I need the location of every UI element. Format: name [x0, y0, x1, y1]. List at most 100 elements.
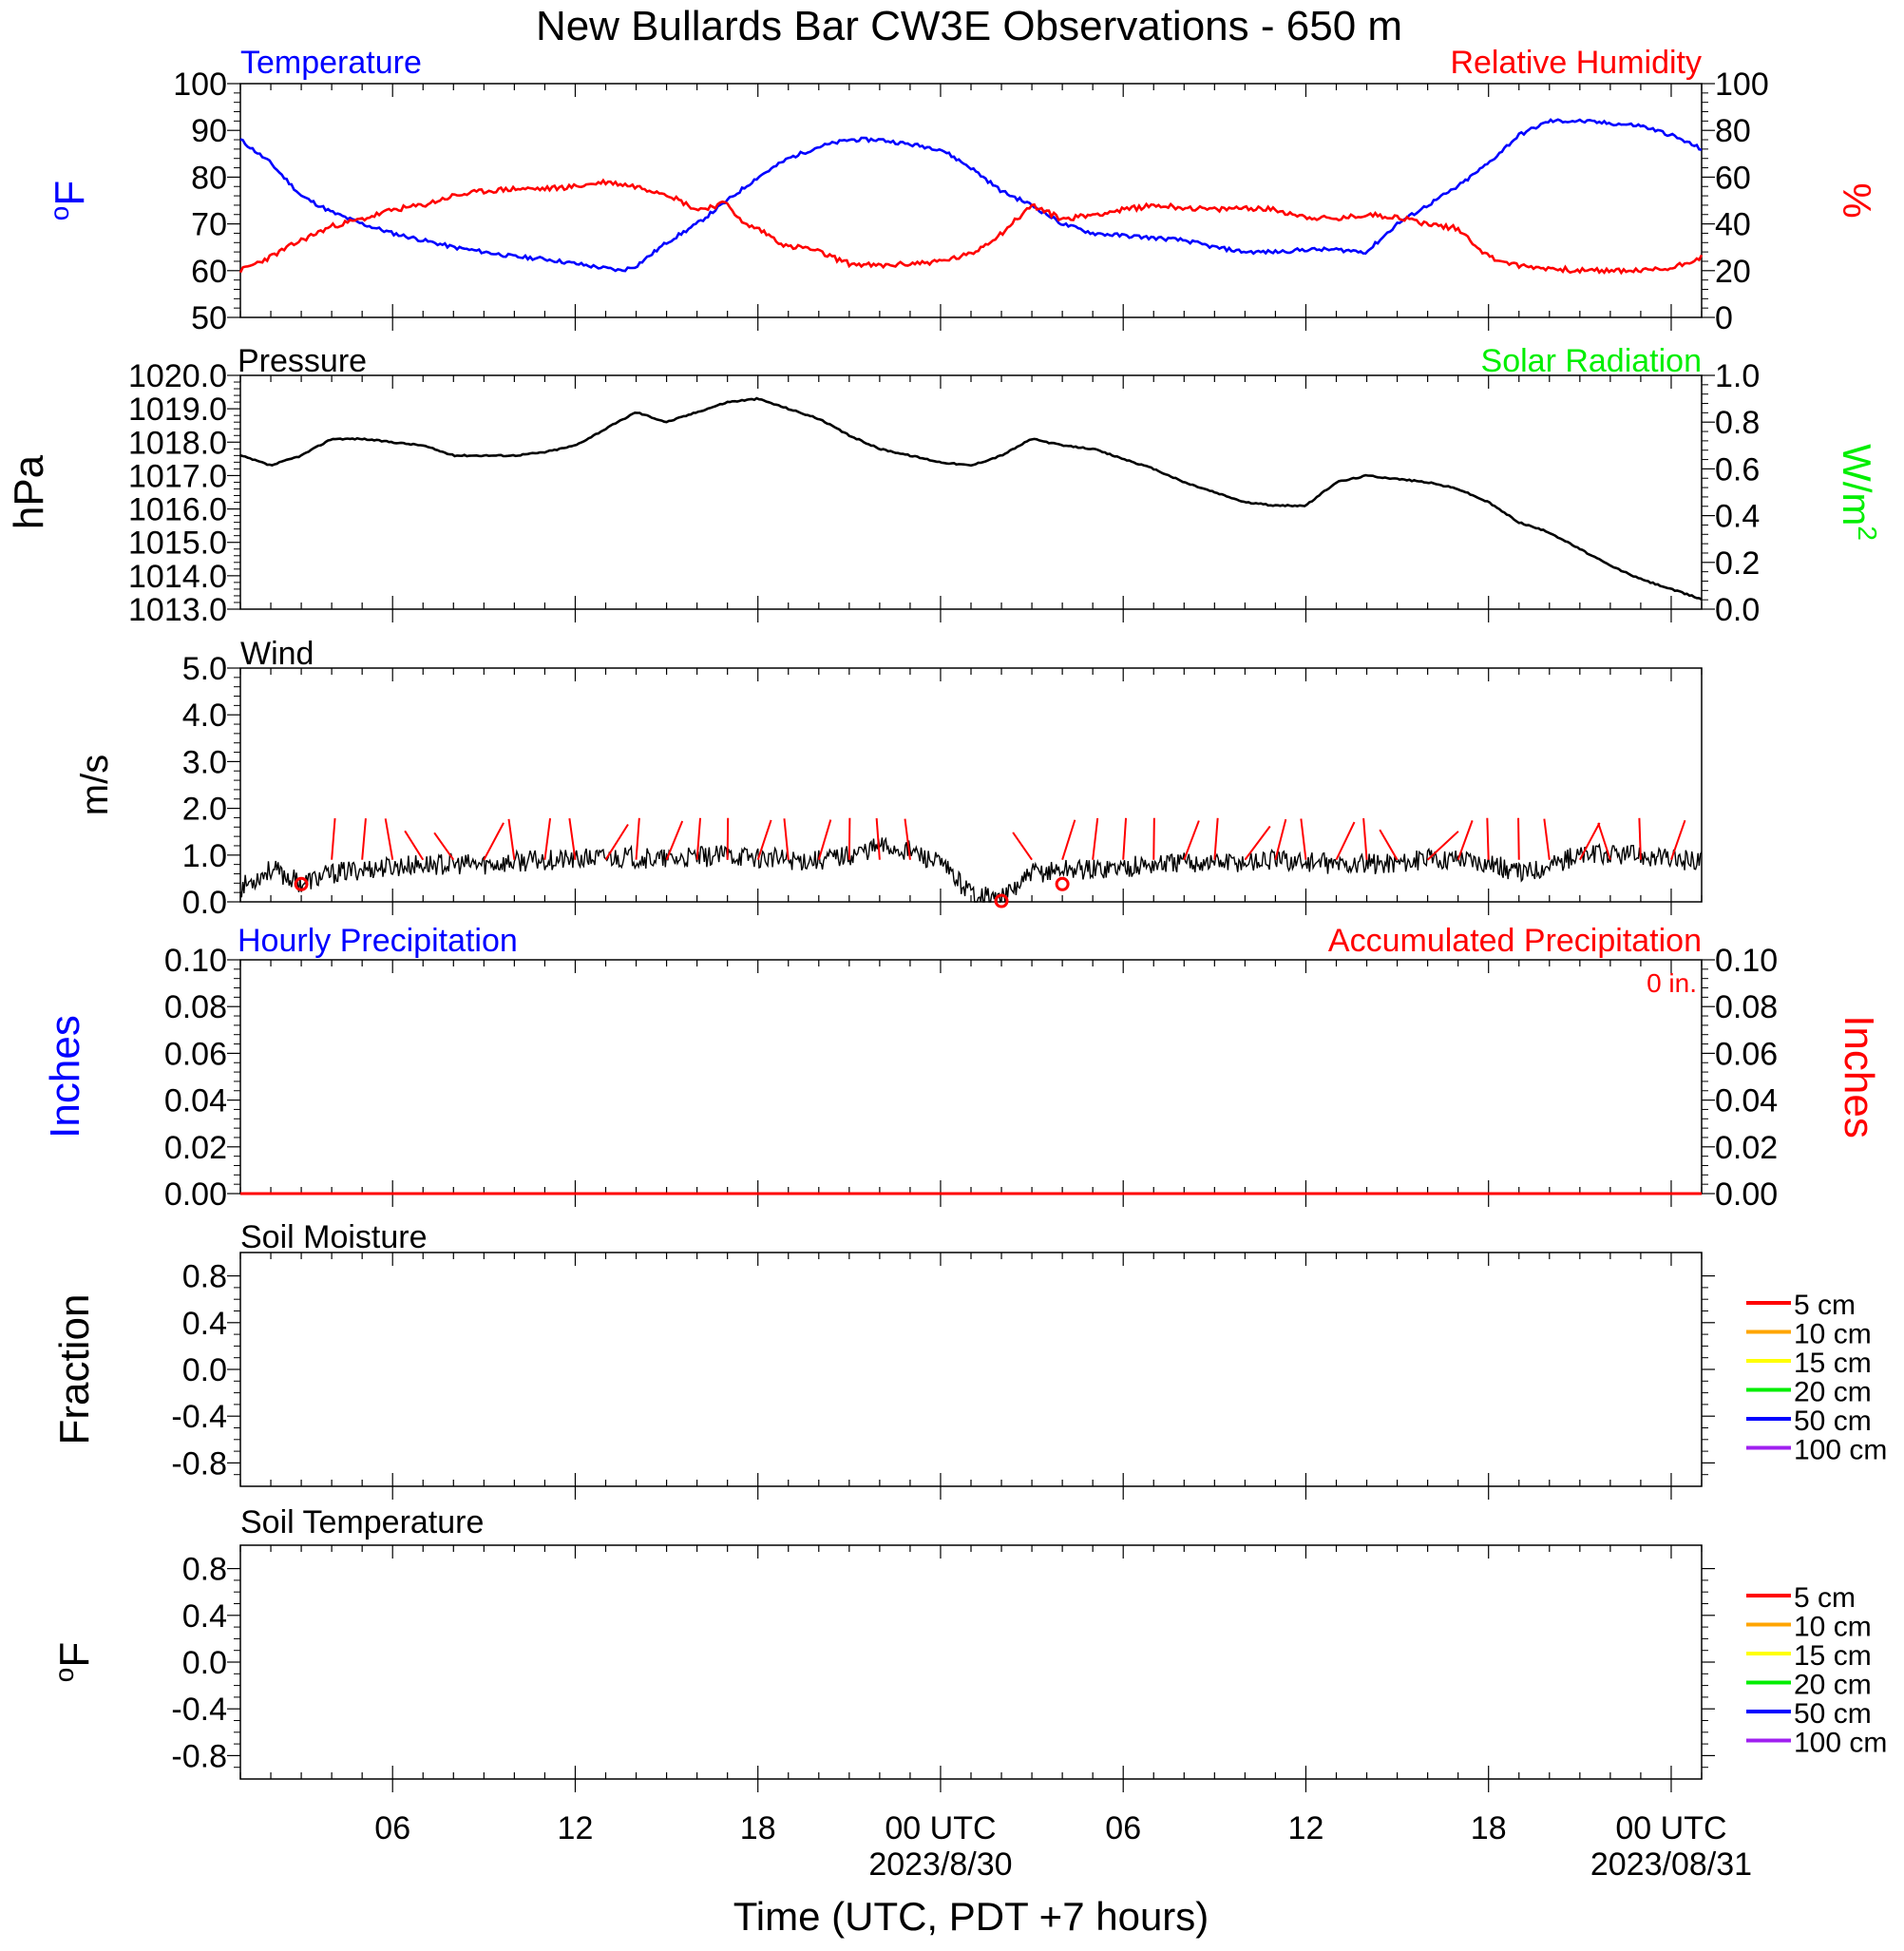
humidity-unit-label: % [1835, 182, 1879, 218]
wind-barb [665, 820, 684, 861]
solar-axis-labels: 1.0 0.8 0.6 0.4 0.2 0.0 [1702, 358, 1760, 628]
panel-soil-moisture: Soil Moisture 0.8 0.4 0.0 -0.4 -0.8 Fraction… [51, 1219, 1887, 1500]
legend-label: 50 cm [1794, 1698, 1872, 1730]
wind-barb [695, 817, 702, 860]
pressure-unit-label: hPa [6, 454, 52, 529]
y-tick-label: 0.4 [182, 1306, 227, 1342]
y-tick-label: 0.8 [1715, 405, 1760, 441]
temp-rh-ticks [239, 84, 1703, 331]
legend-label: 10 cm [1794, 1319, 1872, 1350]
wind-barb [635, 817, 640, 860]
y-tick-label: 0.6 [1715, 451, 1760, 488]
y-tick-label: 0.04 [164, 1083, 227, 1119]
y-tick-label: 1017.0 [128, 458, 227, 494]
wind-barb [1152, 817, 1155, 860]
wind-axis-labels: 5.0 4.0 3.0 2.0 1.0 0.0 [182, 651, 240, 921]
wind-barb [331, 818, 336, 860]
y-tick-label: 0.00 [164, 1176, 227, 1213]
calm-marker [1055, 876, 1070, 891]
x-tick-label: 06 [1105, 1810, 1141, 1846]
calm-marker [994, 893, 1009, 909]
y-tick-label: 1015.0 [128, 526, 227, 562]
y-tick-label: 60 [1715, 160, 1751, 196]
legend-label: 50 cm [1794, 1406, 1872, 1437]
y-tick-label: 2.0 [182, 792, 227, 828]
wind-barb [1379, 829, 1399, 861]
wind-barb [1300, 818, 1307, 860]
wind-unit-label: m/s [74, 755, 116, 815]
temperature-unit-label: oF [45, 181, 93, 220]
wind-ticks [239, 668, 1703, 915]
y-tick-label: 0.10 [1715, 943, 1778, 979]
y-tick-label: 4.0 [182, 698, 227, 734]
y-tick-label: 3.0 [182, 744, 227, 780]
wind-barb [817, 819, 832, 861]
wind-barb [404, 830, 425, 861]
legend-label: 20 cm [1794, 1377, 1872, 1408]
y-tick-label: 0.08 [164, 989, 227, 1025]
y-tick-label: 40 [1715, 207, 1751, 243]
y-tick-label: 0.02 [1715, 1130, 1778, 1166]
y-tick-label: 0.0 [182, 1645, 227, 1681]
calm-marker [294, 876, 309, 891]
y-tick-label: 0.08 [1715, 989, 1778, 1025]
hourly-precip-unit-label: Inches [42, 1015, 88, 1138]
soil-moisture-title: Soil Moisture [240, 1219, 428, 1255]
x-tick-label: 00 UTC [1615, 1810, 1726, 1846]
wind-barb [1092, 817, 1099, 860]
y-tick-label: 0.02 [164, 1130, 227, 1166]
wind-barb [783, 818, 790, 860]
x-axis-tick-labels: 06 12 18 00 UTC 06 12 18 00 UTC [374, 1810, 1726, 1846]
hourly-precip-axis-labels: 0.10 0.08 0.06 0.04 0.02 0.00 [164, 943, 240, 1213]
y-tick-label: 100 [173, 67, 227, 103]
y-tick-label: 20 [1715, 254, 1751, 290]
y-tick-label: 0.0 [1715, 592, 1760, 628]
y-tick-label: 0.0 [182, 885, 227, 921]
x-tick-label: 18 [740, 1810, 776, 1846]
y-tick-label: 90 [191, 113, 227, 149]
wind-barb [543, 817, 552, 860]
y-tick-label: -0.8 [171, 1445, 227, 1482]
soil-moisture-ticks [239, 1253, 1703, 1500]
wind-barb [1517, 817, 1520, 860]
y-tick-label: 0.04 [1715, 1083, 1778, 1119]
y-tick-label: 70 [191, 207, 227, 243]
accum-precip-title: Accumulated Precipitation [1328, 923, 1702, 959]
solar-radiation-title: Solar Radiation [1481, 343, 1702, 379]
y-tick-label: 0.8 [182, 1552, 227, 1588]
wind-barb [1274, 818, 1287, 860]
wind-barb [568, 818, 577, 860]
y-tick-label: -0.4 [171, 1399, 227, 1435]
x-date-label: 2023/08/31 [1590, 1846, 1752, 1883]
soil-moisture-axis-labels: 0.8 0.4 0.0 -0.4 -0.8 [171, 1259, 1715, 1482]
wind-barb [361, 818, 367, 860]
legend-label: 20 cm [1794, 1670, 1872, 1701]
y-tick-label: 0.06 [164, 1036, 227, 1072]
temperature-title: Temperature [240, 45, 422, 81]
accum-precip-unit-label: Inches [1836, 1015, 1882, 1138]
panel-pressure: Pressure Solar Radiation 1020.01019.0101… [6, 343, 1882, 628]
temp-axis-labels: 100 90 80 70 60 50 [173, 67, 240, 336]
legend-label: 5 cm [1794, 1582, 1856, 1614]
x-axis-title: Time (UTC, PDT +7 hours) [733, 1894, 1209, 1939]
y-tick-label: 100 [1715, 67, 1769, 103]
x-axis-date-labels: 2023/8/30 2023/08/31 [868, 1846, 1752, 1883]
legend-label: 10 cm [1794, 1612, 1872, 1643]
figure-title: New Bullards Bar CW3E Observations - 650… [536, 3, 1402, 49]
panel-temp-rh: Temperature Relative Humidity 100 90 80 70 6… [45, 45, 1879, 336]
wind-barb [433, 832, 455, 861]
x-tick-label: 18 [1471, 1810, 1507, 1846]
y-tick-label: 0.06 [1715, 1036, 1778, 1072]
wind-barb [483, 822, 505, 861]
wind-barb [1457, 820, 1474, 861]
wind-barb [756, 819, 772, 861]
wind-barb [1122, 817, 1128, 860]
y-tick-label: 1019.0 [128, 392, 227, 428]
y-tick-label: 1013.0 [128, 592, 227, 628]
solar-unit-label: W/m2 [1835, 444, 1882, 541]
wind-barb [1426, 831, 1459, 861]
